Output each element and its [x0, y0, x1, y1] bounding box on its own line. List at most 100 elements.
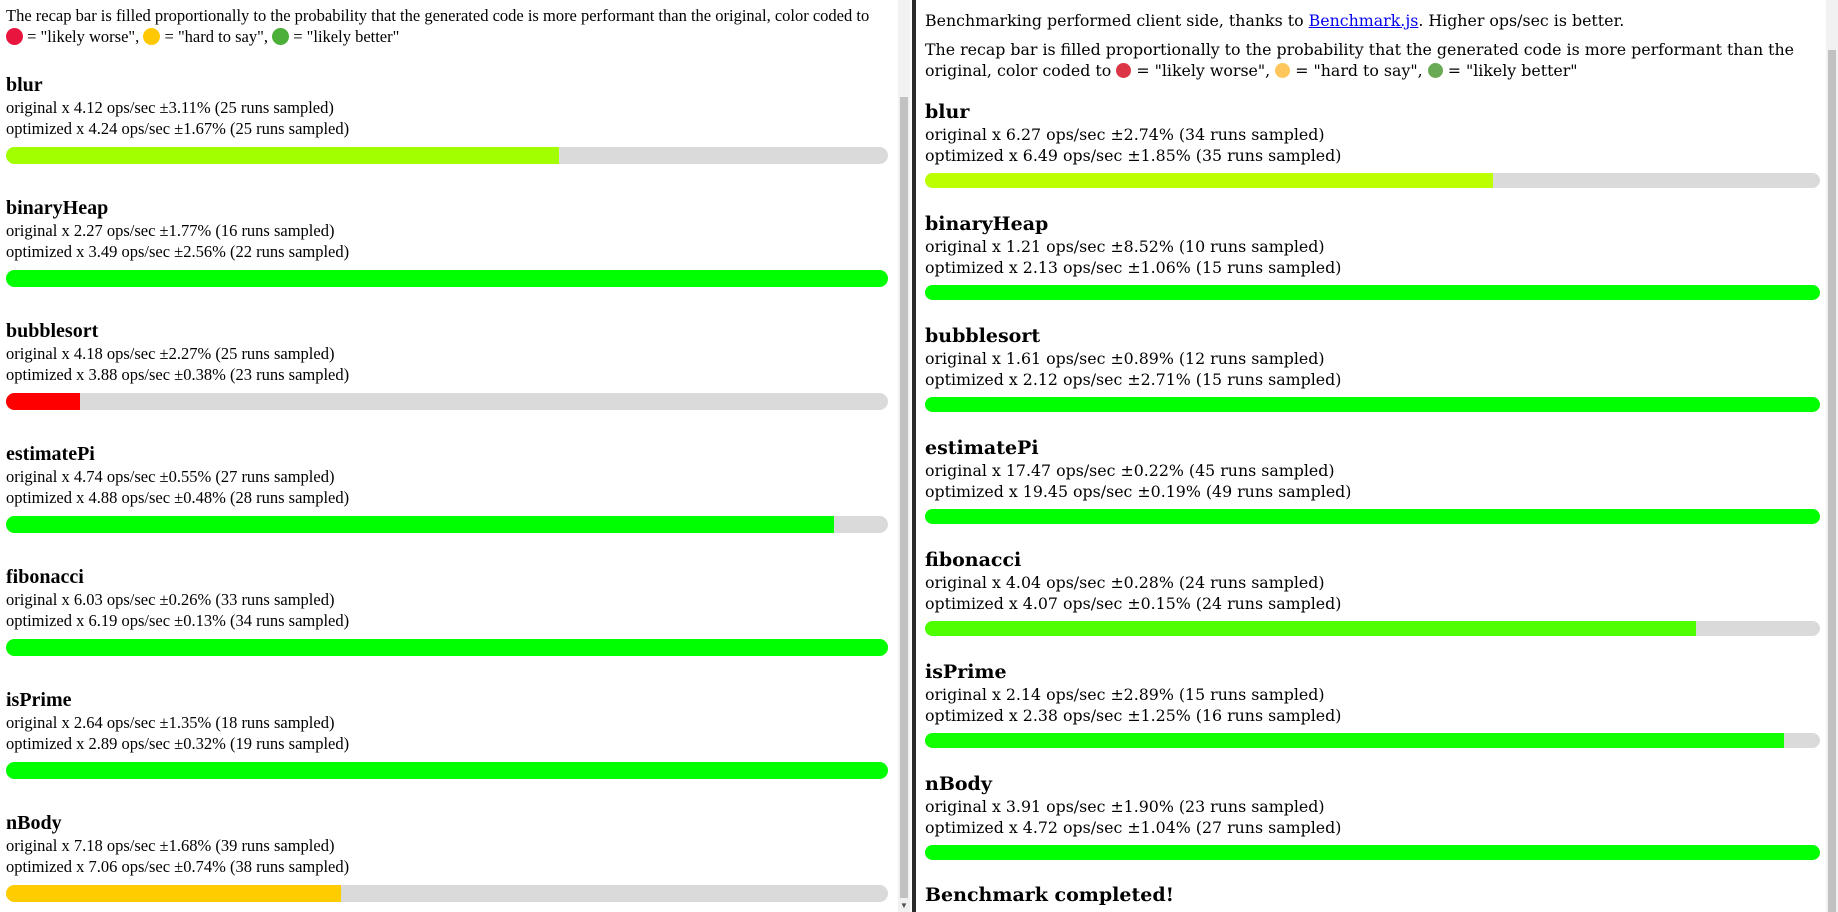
- recap-bar-fill: [6, 885, 342, 902]
- optimized-result: optimized x 6.19 ops/sec ±0.13% (34 runs…: [6, 611, 350, 630]
- left-scrollbar[interactable]: ▼: [898, 0, 910, 912]
- recap-bar-fill: [6, 516, 835, 533]
- legend-dot-icon: [1427, 63, 1443, 78]
- benchmark-title: fibonacci: [925, 549, 1022, 571]
- recap-bar-fill: [925, 733, 1785, 748]
- optimized-result: optimized x 3.88 ops/sec ±0.38% (23 runs…: [6, 365, 350, 384]
- original-result: original x 4.04 ops/sec ±0.28% (24 runs …: [925, 573, 1325, 592]
- optimized-result: optimized x 2.13 ops/sec ±1.06% (15 runs…: [925, 258, 1342, 277]
- optimized-result: optimized x 4.88 ops/sec ±0.48% (28 runs…: [6, 488, 350, 507]
- optimized-result: optimized x 4.24 ops/sec ±1.67% (25 runs…: [6, 119, 350, 138]
- benchmarkjs-link[interactable]: Benchmark.js: [1308, 11, 1419, 30]
- legend-dot-icon: [143, 28, 161, 45]
- benchmark-isPrime: isPrime original x 2.64 ops/sec ±1.35% (1…: [6, 688, 888, 779]
- optimized-result: optimized x 2.12 ops/sec ±2.71% (15 runs…: [925, 370, 1342, 389]
- scroll-down-arrow-icon[interactable]: ▼: [900, 901, 908, 910]
- recap-bar-fill: [925, 397, 1820, 412]
- recap-bar: [925, 845, 1820, 860]
- benchmark-title: blur: [925, 101, 970, 123]
- benchmark-bubblesort: bubblesort original x 4.18 ops/sec ±2.27%…: [6, 319, 888, 410]
- recap-bar-fill: [6, 147, 559, 164]
- benchmark-title: bubblesort: [925, 325, 1041, 347]
- recap-bar-fill: [6, 393, 81, 410]
- recap-intro: The recap bar is filled proportionally t…: [925, 40, 1795, 80]
- benchmark-estimatePi: estimatePi original x 4.74 ops/sec ±0.55%…: [6, 442, 888, 533]
- benchmark-title: binaryHeap: [925, 213, 1049, 235]
- right-scrollbar-thumb[interactable]: [1828, 50, 1836, 912]
- original-result: original x 1.61 ops/sec ±0.89% (12 runs …: [925, 349, 1325, 368]
- benchmark-title: isPrime: [6, 689, 72, 711]
- benchmark-completed: Benchmark completed!: [925, 884, 1174, 906]
- recap-bar-fill: [925, 285, 1820, 300]
- benchmark-nBody: nBody original x 7.18 ops/sec ±1.68% (39 …: [6, 811, 888, 902]
- original-result: original x 4.18 ops/sec ±2.27% (25 runs …: [6, 344, 335, 363]
- recap-bar-fill: [6, 270, 888, 287]
- benchmark-info: Benchmarking performed client side, than…: [925, 11, 1625, 30]
- recap-bar-fill: [925, 509, 1820, 524]
- benchmark-blur: blur original x 6.27 ops/sec ±2.74% (34 r…: [925, 101, 1820, 188]
- legend-label: = "likely better": [289, 27, 400, 46]
- recap-bar: [925, 173, 1820, 188]
- optimized-result: optimized x 19.45 ops/sec ±0.19% (49 run…: [925, 482, 1352, 501]
- optimized-result: optimized x 7.06 ops/sec ±0.74% (38 runs…: [6, 857, 350, 876]
- benchmark-list: blur original x 6.27 ops/sec ±2.74% (34 r…: [925, 101, 1820, 860]
- recap-bar: [925, 285, 1820, 300]
- optimized-result: optimized x 2.89 ops/sec ±0.32% (19 runs…: [6, 734, 350, 753]
- recap-bar-fill: [925, 173, 1494, 188]
- legend-label: = "hard to say",: [1290, 61, 1428, 80]
- left-pane: The recap bar is filled proportionally t…: [0, 0, 898, 912]
- recap-bar-fill: [925, 621, 1696, 636]
- pane-divider[interactable]: [912, 0, 919, 912]
- recap-bar: [925, 621, 1820, 636]
- original-result: original x 2.27 ops/sec ±1.77% (16 runs …: [6, 221, 335, 240]
- benchmark-blur: blur original x 4.12 ops/sec ±3.11% (25 r…: [6, 73, 888, 164]
- color-legend: = "likely worse", = "hard to say", = "li…: [1116, 61, 1578, 80]
- benchmark-list: blur original x 4.12 ops/sec ±3.11% (25 r…: [6, 73, 888, 902]
- original-result: original x 1.21 ops/sec ±8.52% (10 runs …: [925, 237, 1325, 256]
- recap-bar: [6, 516, 888, 533]
- benchmark-title: nBody: [925, 773, 992, 795]
- color-legend: = "likely worse", = "hard to say", = "li…: [6, 27, 399, 46]
- recap-bar: [925, 509, 1820, 524]
- legend-dot-icon: [6, 28, 23, 45]
- benchmark-binaryHeap: binaryHeap original x 2.27 ops/sec ±1.77%…: [6, 196, 888, 287]
- benchmark-title: binaryHeap: [6, 197, 109, 219]
- optimized-result: optimized x 3.49 ops/sec ±2.56% (22 runs…: [6, 242, 350, 261]
- original-result: original x 2.64 ops/sec ±1.35% (18 runs …: [6, 713, 335, 732]
- benchmark-fibonacci: fibonacci original x 4.04 ops/sec ±0.28% …: [925, 549, 1820, 636]
- recap-bar-fill: [6, 762, 888, 779]
- benchmark-estimatePi: estimatePi original x 17.47 ops/sec ±0.22…: [925, 437, 1820, 524]
- benchmark-title: fibonacci: [6, 566, 84, 588]
- original-result: original x 2.14 ops/sec ±2.89% (15 runs …: [925, 685, 1325, 704]
- recap-bar: [6, 885, 888, 902]
- benchmark-title: nBody: [6, 812, 62, 834]
- optimized-result: optimized x 4.72 ops/sec ±1.04% (27 runs…: [925, 818, 1342, 837]
- original-result: original x 17.47 ops/sec ±0.22% (45 runs…: [925, 461, 1335, 480]
- recap-bar-fill: [6, 639, 888, 656]
- benchmark-title: bubblesort: [6, 320, 99, 342]
- right-scrollbar[interactable]: [1826, 0, 1838, 912]
- optimized-result: optimized x 2.38 ops/sec ±1.25% (16 runs…: [925, 706, 1342, 725]
- original-result: original x 6.27 ops/sec ±2.74% (34 runs …: [925, 125, 1325, 144]
- legend-label: = "likely worse",: [1131, 61, 1276, 80]
- benchmark-bubblesort: bubblesort original x 1.61 ops/sec ±0.89%…: [925, 325, 1820, 412]
- legend-dot-icon: [272, 28, 290, 45]
- left-scrollbar-thumb[interactable]: [900, 97, 908, 898]
- benchmark-fibonacci: fibonacci original x 6.03 ops/sec ±0.26% …: [6, 565, 888, 656]
- legend-label: = "likely worse",: [23, 27, 144, 46]
- legend-dot-icon: [1116, 63, 1132, 78]
- optimized-result: optimized x 4.07 ops/sec ±0.15% (24 runs…: [925, 594, 1342, 613]
- recap-bar: [6, 639, 888, 656]
- legend-dot-icon: [1275, 63, 1291, 78]
- benchmark-title: blur: [6, 74, 43, 96]
- optimized-result: optimized x 6.49 ops/sec ±1.85% (35 runs…: [925, 146, 1342, 165]
- benchmark-nBody: nBody original x 3.91 ops/sec ±1.90% (23 …: [925, 773, 1820, 860]
- legend-label: = "likely better": [1442, 61, 1578, 80]
- legend-label: = "hard to say",: [160, 27, 273, 46]
- benchmark-title: isPrime: [925, 661, 1007, 683]
- recap-bar: [925, 733, 1820, 748]
- original-result: original x 4.12 ops/sec ±3.11% (25 runs …: [6, 98, 334, 117]
- original-result: original x 4.74 ops/sec ±0.55% (27 runs …: [6, 467, 335, 486]
- benchmark-isPrime: isPrime original x 2.14 ops/sec ±2.89% (1…: [925, 661, 1820, 748]
- original-result: original x 6.03 ops/sec ±0.26% (33 runs …: [6, 590, 335, 609]
